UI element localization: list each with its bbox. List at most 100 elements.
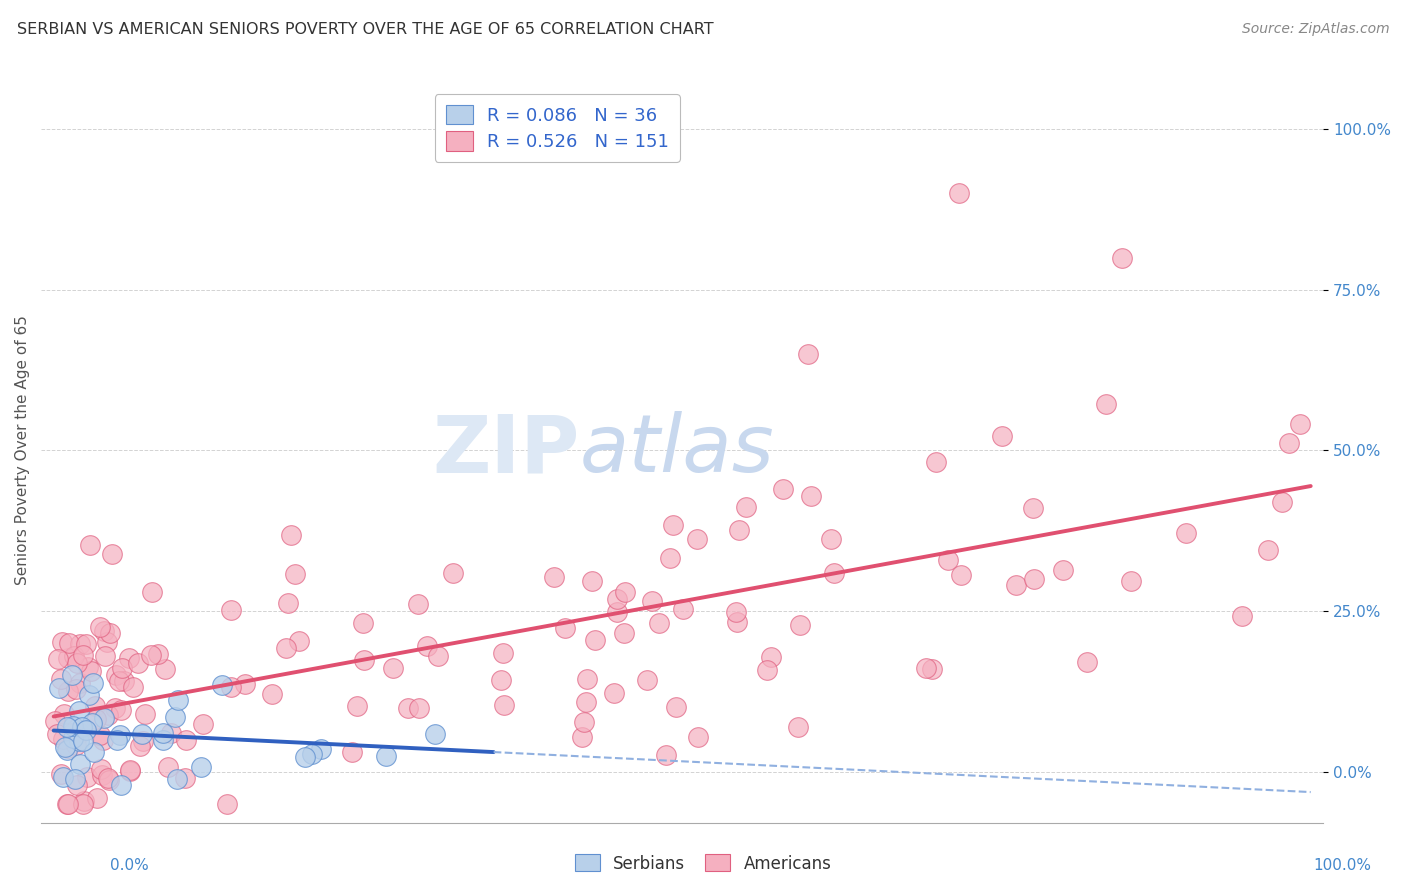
Point xyxy=(75,637,97,651)
Text: 100.0%: 100.0% xyxy=(1313,858,1371,873)
Point xyxy=(56,683,79,698)
Point xyxy=(73,794,96,808)
Point xyxy=(724,605,747,619)
Point xyxy=(72,797,94,812)
Point xyxy=(921,662,943,676)
Point xyxy=(427,648,450,663)
Point xyxy=(134,707,156,722)
Point xyxy=(606,592,628,607)
Point xyxy=(260,687,283,701)
Point xyxy=(800,489,823,503)
Point xyxy=(581,574,603,588)
Point xyxy=(382,661,405,675)
Point xyxy=(728,523,751,537)
Point xyxy=(284,567,307,582)
Point xyxy=(148,647,170,661)
Point xyxy=(53,707,76,722)
Point xyxy=(56,743,79,757)
Text: SERBIAN VS AMERICAN SENIORS POVERTY OVER THE AGE OF 65 CORRELATION CHART: SERBIAN VS AMERICAN SENIORS POVERTY OVER… xyxy=(17,22,713,37)
Point xyxy=(97,708,120,723)
Point xyxy=(688,730,710,744)
Point xyxy=(1076,655,1098,669)
Point xyxy=(65,681,87,696)
Legend: R = 0.086   N = 36, R = 0.526   N = 151: R = 0.086 N = 36, R = 0.526 N = 151 xyxy=(434,94,681,161)
Point xyxy=(583,632,606,647)
Point xyxy=(58,636,80,650)
Point xyxy=(110,703,132,717)
Point xyxy=(190,759,212,773)
Point xyxy=(641,593,664,607)
Point xyxy=(571,730,593,744)
Point xyxy=(65,739,87,753)
Point xyxy=(574,715,596,730)
Point xyxy=(1278,436,1301,450)
Point xyxy=(991,429,1014,443)
Point xyxy=(83,745,105,759)
Point xyxy=(91,732,114,747)
Point xyxy=(936,553,959,567)
Point xyxy=(93,648,115,663)
Point xyxy=(111,661,134,675)
Point xyxy=(294,750,316,764)
Point xyxy=(406,597,429,611)
Point xyxy=(152,733,174,747)
Point xyxy=(301,747,323,761)
Point xyxy=(101,547,124,561)
Point xyxy=(132,734,155,748)
Point xyxy=(167,692,190,706)
Point xyxy=(820,532,842,546)
Point xyxy=(425,726,447,740)
Point xyxy=(121,680,143,694)
Point xyxy=(96,634,118,648)
Point xyxy=(948,186,970,201)
Point xyxy=(1022,501,1045,516)
Point xyxy=(662,518,685,533)
Point xyxy=(309,742,332,756)
Point xyxy=(159,726,181,740)
Point xyxy=(75,723,97,737)
Point xyxy=(1175,526,1198,541)
Point xyxy=(112,673,135,688)
Point xyxy=(70,720,93,734)
Text: ZIP: ZIP xyxy=(433,411,579,490)
Point xyxy=(56,720,79,734)
Point xyxy=(575,695,598,709)
Point xyxy=(89,620,111,634)
Point xyxy=(280,527,302,541)
Point xyxy=(69,676,91,690)
Point xyxy=(1271,494,1294,508)
Point xyxy=(408,700,430,714)
Point xyxy=(219,681,242,695)
Point xyxy=(219,603,242,617)
Point xyxy=(1257,542,1279,557)
Point xyxy=(110,778,132,792)
Point xyxy=(576,672,599,686)
Point xyxy=(755,663,778,677)
Point xyxy=(93,624,115,639)
Point xyxy=(396,701,419,715)
Point xyxy=(56,650,79,665)
Point xyxy=(215,797,238,812)
Point xyxy=(1005,577,1028,591)
Point xyxy=(173,772,195,786)
Point xyxy=(117,651,139,665)
Point xyxy=(416,640,439,654)
Point xyxy=(66,778,89,792)
Point xyxy=(233,677,256,691)
Point xyxy=(90,768,112,782)
Point xyxy=(90,762,112,776)
Point xyxy=(51,635,73,649)
Point xyxy=(80,715,103,730)
Point xyxy=(166,772,188,787)
Point xyxy=(353,653,375,667)
Point xyxy=(63,772,86,787)
Point xyxy=(543,569,565,583)
Point xyxy=(1289,417,1312,431)
Point xyxy=(277,596,299,610)
Point xyxy=(139,648,162,662)
Point xyxy=(1111,251,1133,265)
Point xyxy=(46,727,69,741)
Y-axis label: Seniors Poverty Over the Age of 65: Seniors Poverty Over the Age of 65 xyxy=(15,316,30,585)
Point xyxy=(60,726,83,740)
Point xyxy=(156,760,179,774)
